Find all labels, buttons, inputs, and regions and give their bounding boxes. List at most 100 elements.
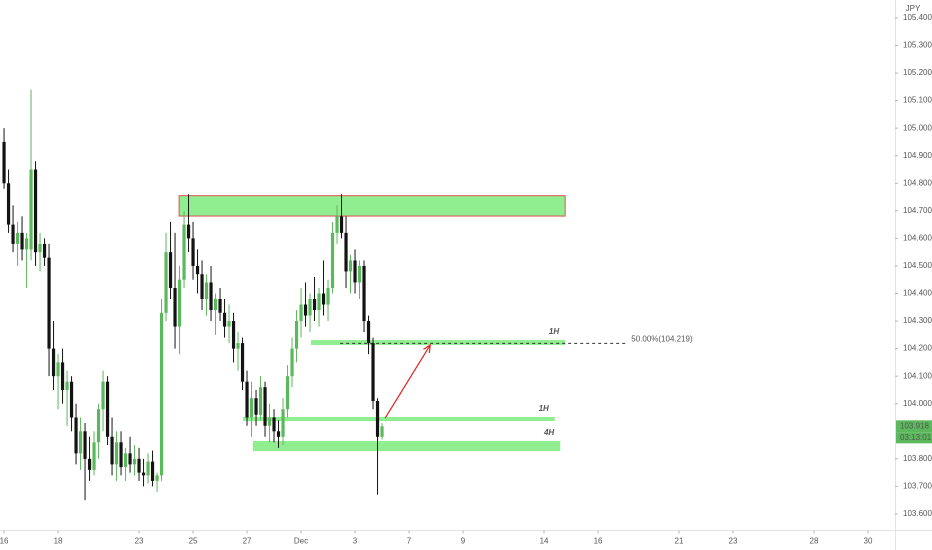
candle-body [200, 274, 204, 300]
candle-body [213, 299, 218, 311]
candle-body [92, 442, 96, 470]
candle-body [312, 299, 317, 311]
candle-body [177, 279, 182, 327]
countdown: 03:13:01 [900, 433, 932, 442]
candle-body [65, 381, 69, 390]
candle-body [123, 453, 128, 468]
y-tick-label: 104.300 [903, 316, 932, 325]
y-tick-label: 103.600 [903, 509, 932, 518]
candle-body [258, 387, 263, 415]
candle-body [317, 293, 321, 311]
y-tick-label: 104.600 [903, 233, 932, 242]
candle-body [33, 169, 38, 253]
candle-body [191, 238, 195, 266]
countdown-bg [896, 432, 932, 444]
candle-body [339, 216, 344, 233]
x-tick-label: 3 [353, 537, 358, 546]
candle-body [42, 243, 47, 258]
candle-body [83, 431, 87, 459]
x-tick-label: 23 [729, 537, 738, 546]
candle-body [164, 252, 168, 313]
zone [242, 416, 555, 422]
zone [252, 440, 561, 452]
candle-body [299, 304, 303, 322]
candle-body [245, 381, 249, 418]
y-tick-label: 105.200 [903, 68, 932, 77]
x-tick-label: 25 [189, 537, 198, 546]
candle-body [173, 287, 177, 327]
candle-body [240, 343, 245, 382]
candle-body [375, 400, 380, 437]
candle-body [96, 409, 101, 443]
candle-body [236, 343, 240, 349]
candle-body [272, 417, 276, 432]
candle-body [371, 343, 375, 401]
y-tick-label: 103.800 [903, 454, 932, 463]
arrow-head [423, 343, 431, 354]
y-tick-label: 105.400 [903, 13, 932, 22]
candle-body [87, 458, 92, 470]
y-tick-label: 105.300 [903, 41, 932, 50]
y-tick-label: 105.000 [903, 123, 932, 132]
zone-label: 1H [549, 327, 559, 336]
candle-body [218, 299, 222, 313]
candle-body [47, 257, 51, 349]
candle-body [321, 293, 326, 305]
candle-body [227, 321, 231, 327]
candle-body [119, 442, 123, 468]
y-tick-label: 104.700 [903, 206, 932, 215]
candle-body [335, 216, 339, 233]
candle-body [51, 348, 56, 377]
x-tick-label: 16 [0, 537, 9, 546]
candle-body [128, 453, 132, 465]
candle-body [101, 381, 105, 410]
candle-body [231, 321, 236, 349]
candle-body [114, 442, 119, 465]
candle-body [137, 458, 141, 473]
zone [310, 340, 566, 346]
candle-body [110, 436, 114, 465]
candle-body [2, 141, 6, 184]
y-tick-label: 104.900 [903, 151, 932, 160]
fib-label: 50.00%(104.219) [631, 334, 693, 343]
candle-body [209, 282, 213, 311]
y-tick-label: 105.100 [903, 96, 932, 105]
candle-body [353, 260, 357, 283]
x-tick-label: 9 [461, 537, 466, 546]
candle-body [290, 348, 294, 377]
candle-body [330, 232, 335, 288]
arrow [384, 344, 431, 419]
zone-label: 1H [539, 404, 549, 413]
candle-body [195, 265, 200, 275]
candle-body [362, 265, 366, 322]
candle-body [380, 426, 384, 437]
candle-body [6, 183, 11, 225]
candle-body [366, 321, 371, 344]
x-tick-label: 18 [54, 537, 63, 546]
zone-label: 4H [543, 428, 554, 437]
candle-body [182, 224, 186, 280]
candle-body [38, 243, 42, 253]
y-tick-label: 104.800 [903, 178, 932, 187]
candle-body [146, 461, 150, 476]
candle-body [56, 362, 60, 377]
price-tag-label: 103.918 [900, 421, 929, 430]
currency-label: JPY [906, 4, 921, 13]
candle-body [249, 398, 254, 418]
candle-body [263, 387, 267, 426]
candle-body [254, 398, 258, 415]
candle-body [74, 417, 78, 454]
zone [178, 195, 566, 217]
candle-body [24, 238, 29, 250]
candle-body [155, 475, 159, 481]
candle-body [20, 232, 24, 250]
candle-body [132, 458, 137, 465]
candle-body [303, 304, 308, 316]
y-tick-label: 104.500 [903, 261, 932, 270]
candle-body [344, 232, 348, 272]
candle-body [285, 376, 290, 410]
candle-body [267, 417, 272, 426]
y-tick-label: 104.000 [903, 399, 932, 408]
candle-body [222, 312, 227, 327]
